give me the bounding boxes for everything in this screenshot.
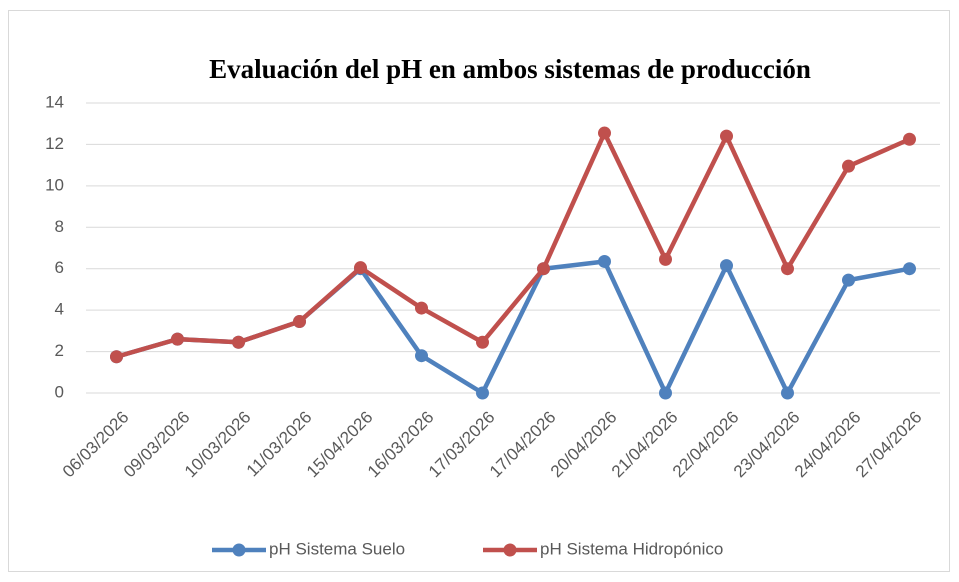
data-point bbox=[842, 159, 855, 173]
data-point bbox=[598, 126, 611, 140]
data-point bbox=[537, 262, 550, 276]
legend-label: pH Sistema Suelo bbox=[269, 539, 405, 558]
legend-label: pH Sistema Hidropónico bbox=[540, 539, 723, 558]
y-tick-label: 12 bbox=[45, 134, 64, 153]
y-tick-label: 0 bbox=[55, 382, 64, 401]
legend-marker bbox=[503, 543, 517, 557]
data-point bbox=[781, 262, 794, 276]
data-point bbox=[842, 273, 855, 287]
data-point bbox=[903, 262, 916, 276]
data-point bbox=[476, 386, 489, 400]
y-tick-label: 8 bbox=[55, 217, 64, 236]
data-point bbox=[415, 349, 428, 363]
data-point bbox=[659, 252, 672, 266]
data-point bbox=[781, 386, 794, 400]
data-point bbox=[720, 259, 733, 273]
data-point bbox=[171, 332, 184, 346]
data-point bbox=[354, 261, 367, 275]
data-point bbox=[476, 335, 489, 349]
data-point bbox=[720, 129, 733, 143]
y-tick-label: 10 bbox=[45, 175, 64, 194]
y-tick-label: 6 bbox=[55, 258, 64, 277]
data-point bbox=[232, 335, 245, 349]
y-tick-label: 4 bbox=[55, 300, 64, 319]
y-tick-label: 14 bbox=[45, 92, 64, 111]
chart-title: Evaluación del pH en ambos sistemas de p… bbox=[209, 54, 811, 84]
data-point bbox=[598, 254, 611, 268]
data-point bbox=[659, 386, 672, 400]
legend-marker bbox=[232, 543, 246, 557]
data-point bbox=[110, 350, 123, 364]
y-tick-label: 2 bbox=[55, 341, 64, 360]
chart-border bbox=[8, 10, 950, 572]
data-point bbox=[903, 132, 916, 146]
data-point bbox=[293, 315, 306, 329]
data-point bbox=[415, 301, 428, 315]
series-line bbox=[115, 130, 911, 359]
